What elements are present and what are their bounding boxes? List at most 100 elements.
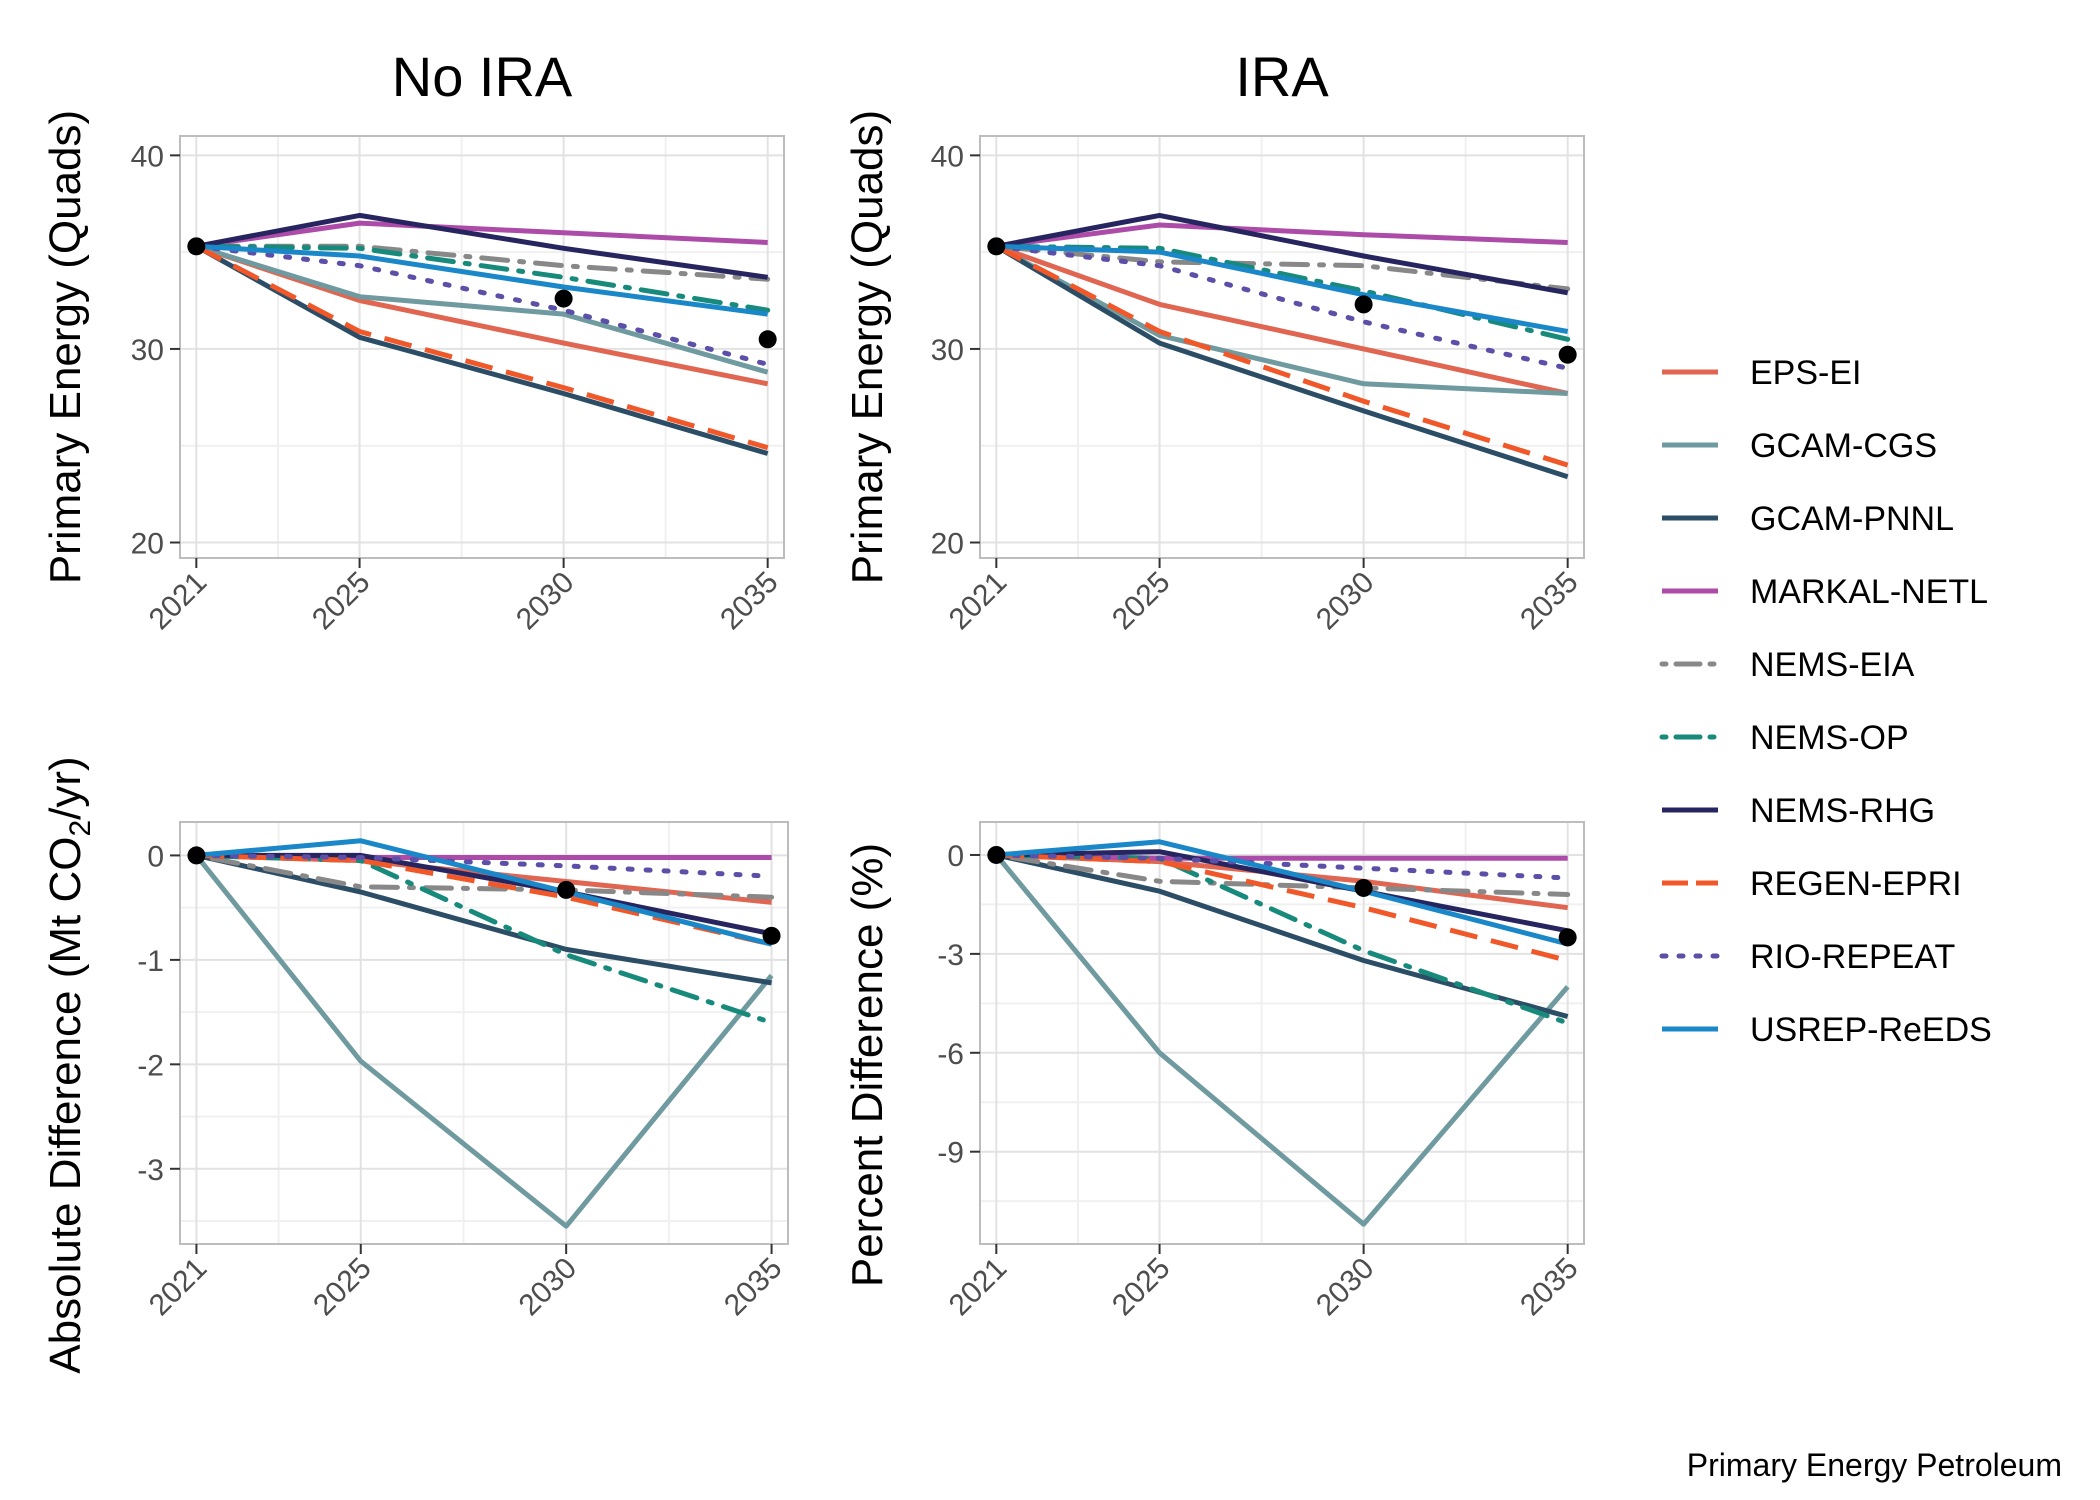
x-tick-label: 2021 <box>943 566 1014 637</box>
legend-label-nems-eia: NEMS-EIA <box>1750 646 1915 684</box>
data-point-marker <box>187 237 206 256</box>
y-tick-label: -3 <box>937 939 964 972</box>
panel-border <box>979 135 1585 559</box>
y-tick-label: 0 <box>947 840 964 873</box>
plot-background <box>180 822 788 1244</box>
x-tick-label: 2030 <box>1310 1252 1381 1323</box>
plot-background <box>980 136 1584 558</box>
series-line-nems-eia <box>193 852 775 900</box>
series-line-regen-epri <box>995 244 1569 468</box>
series-line-nems-op <box>993 852 1571 1026</box>
data-point-marker <box>1558 928 1577 947</box>
data-point-marker <box>987 845 1006 864</box>
legend-label-nems-op: NEMS-OP <box>1750 719 1909 757</box>
y-tick-label: 30 <box>131 334 164 367</box>
series-line-usrep-reeds <box>996 839 1569 947</box>
panel-3: -3 -2 -1 0 2021 2025 2030 2035 Absolute Differen… <box>41 756 789 1374</box>
series-line-rio-repeat <box>193 852 775 879</box>
series-line-gcam-pnnl <box>995 852 1569 1019</box>
series-line-nems-rhg <box>995 212 1569 296</box>
x-tick-label: 2035 <box>714 566 785 637</box>
data-point-marker <box>557 880 576 899</box>
x-tick-label: 2021 <box>943 1252 1014 1323</box>
series-line-markal-netl <box>195 220 768 249</box>
x-tick-label: 2035 <box>1514 566 1585 637</box>
panel-title: No IRA <box>392 45 573 108</box>
y-tick-label: 0 <box>147 840 164 873</box>
series-line-rio-repeat <box>993 243 1571 371</box>
y-axis-label-subscript: 2 <box>64 820 97 837</box>
series-line-gcam-cgs <box>194 853 774 1229</box>
y-tick-label: -1 <box>137 945 164 978</box>
data-point-marker <box>187 846 206 865</box>
x-tick-label: 2035 <box>718 1252 789 1323</box>
data-point-marker <box>1354 878 1373 897</box>
x-tick-label: 2030 <box>1310 566 1381 637</box>
series-line-nems-eia <box>993 243 1571 292</box>
series-line-gcam-pnnl <box>995 244 1569 480</box>
series-line-gcam-pnnl <box>195 244 769 456</box>
series-line-nems-rhg <box>996 849 1569 934</box>
y-tick-label: 40 <box>931 140 964 173</box>
series-line-usrep-reeds <box>196 243 769 317</box>
data-point-marker <box>987 237 1006 256</box>
x-tick-label: 2025 <box>306 566 377 637</box>
data-point-marker <box>758 330 777 349</box>
data-point-marker <box>762 926 781 945</box>
series-line-regen-epri <box>196 852 773 947</box>
panel-border <box>179 135 785 559</box>
y-tick-label: 20 <box>131 528 164 561</box>
legend-label-gcam-cgs: GCAM-CGS <box>1750 427 1937 465</box>
x-tick-label: 2021 <box>143 1252 214 1323</box>
y-tick-label: 20 <box>931 528 964 561</box>
series-line-rio-repeat <box>993 852 1571 881</box>
y-axis-label-part: /yr) <box>41 756 90 820</box>
series-line-nems-rhg <box>195 212 769 280</box>
legend-label-usrep-reeds: USREP-ReEDS <box>1750 1011 1992 1049</box>
x-tick-label: 2025 <box>1106 566 1177 637</box>
x-tick-label: 2025 <box>1106 1252 1177 1323</box>
panel-4: -9 -6 -3 0 2021 2025 2030 2035 Percent Differenc… <box>843 821 1585 1323</box>
y-axis-label: Absolute Difference (Mt CO2/yr) <box>41 756 97 1373</box>
series-line-nems-eia <box>993 852 1571 897</box>
x-tick-label: 2035 <box>1514 1252 1585 1323</box>
y-tick-label: -9 <box>937 1137 964 1170</box>
panel-border <box>179 821 789 1245</box>
legend-label-nems-rhg: NEMS-RHG <box>1750 792 1935 830</box>
series-line-regen-epri <box>195 244 769 451</box>
legend-label-eps-ei: EPS-EI <box>1750 354 1861 392</box>
data-point-marker <box>554 289 573 308</box>
x-tick-label: 2030 <box>510 566 581 637</box>
x-tick-label: 2025 <box>307 1252 378 1323</box>
data-point-marker <box>1558 345 1577 364</box>
y-axis-label: Primary Energy (Quads) <box>843 110 892 584</box>
y-tick-label: -3 <box>137 1154 164 1187</box>
panel-border <box>979 821 1585 1245</box>
series-line-markal-netl <box>995 222 1568 249</box>
figure-caption: Primary Energy Petroleum <box>1687 1447 2062 1483</box>
series-line-gcam-pnnl <box>195 852 773 986</box>
legend-label-markal-netl: MARKAL-NETL <box>1750 573 1988 611</box>
legend: EPS-EI GCAM-CGS GCAM-PNNL MARKAL-NETL NEMS-E… <box>1659 354 1992 1049</box>
y-axis-label-part: Absolute Difference (Mt CO <box>41 837 90 1374</box>
legend-label-regen-epri: REGEN-EPRI <box>1750 865 1962 903</box>
y-axis-label: Primary Energy (Quads) <box>41 110 90 584</box>
series-line-nems-op <box>193 852 775 1026</box>
series-line-rio-repeat <box>193 243 771 367</box>
series-line-usrep-reeds <box>196 838 773 947</box>
y-tick-label: 40 <box>131 140 164 173</box>
legend-label-gcam-pnnl: GCAM-PNNL <box>1750 500 1954 538</box>
legend-label-rio-repeat: RIO-REPEAT <box>1750 938 1955 976</box>
series-line-nems-op <box>193 243 771 313</box>
y-tick-label: -6 <box>937 1038 964 1071</box>
data-point-marker <box>1354 295 1373 314</box>
panel-title: IRA <box>1235 45 1329 108</box>
series-line-regen-epri <box>996 852 1569 963</box>
y-axis-label: Percent Difference (%) <box>843 843 892 1287</box>
x-tick-label: 2021 <box>143 566 214 637</box>
x-tick-label: 2030 <box>513 1252 584 1323</box>
series-line-nems-rhg <box>196 852 773 937</box>
